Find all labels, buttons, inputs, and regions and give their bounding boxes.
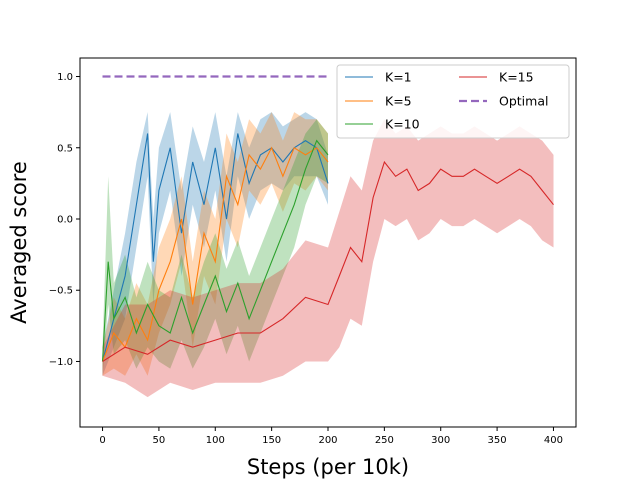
series-lines bbox=[101, 75, 554, 362]
series-line-k-5 bbox=[101, 146, 329, 362]
x-tick-label: 300 bbox=[431, 435, 450, 446]
x-tick-label: 100 bbox=[206, 435, 225, 446]
x-tick-label: 0 bbox=[99, 435, 105, 446]
x-tick-label: 350 bbox=[488, 435, 507, 446]
y-tick-label: 0.0 bbox=[57, 214, 73, 225]
series-line-k-1 bbox=[101, 133, 329, 362]
y-tick-label: 0.5 bbox=[57, 143, 73, 154]
series-line-k-15 bbox=[102, 160, 554, 362]
legend-box bbox=[336, 64, 570, 139]
confidence-bands bbox=[102, 112, 554, 398]
y-axis-label: Averaged score bbox=[7, 161, 31, 324]
x-tick-label: 50 bbox=[153, 435, 166, 446]
y-axis-ticks: −1.0 −0.5 0.0 0.5 1.0 bbox=[49, 72, 80, 368]
band-k-10 bbox=[102, 119, 328, 376]
x-tick-label: 200 bbox=[318, 435, 337, 446]
legend: K=1 K=5 K=10 K=15 Optimal bbox=[336, 64, 570, 139]
x-axis-label: Steps (per 10k) bbox=[247, 455, 409, 479]
band-k-15 bbox=[102, 119, 554, 398]
x-tick-label: 400 bbox=[544, 435, 563, 446]
band-k-1 bbox=[102, 112, 328, 376]
x-tick-label: 150 bbox=[262, 435, 281, 446]
legend-label-k-1: K=1 bbox=[385, 70, 412, 85]
band-k-5 bbox=[102, 112, 328, 376]
legend-label-k-15: K=15 bbox=[499, 70, 534, 85]
legend-label-k-5: K=5 bbox=[385, 94, 412, 109]
legend-label-k-10: K=10 bbox=[385, 117, 420, 132]
legend-label-optimal: Optimal bbox=[499, 94, 548, 109]
y-tick-label: 1.0 bbox=[57, 72, 73, 83]
series-line-k-10 bbox=[101, 139, 329, 362]
x-axis-ticks: 0 50 100 150 200 250 300 350 400 bbox=[99, 427, 563, 446]
y-tick-label: −1.0 bbox=[49, 357, 73, 368]
x-tick-label: 250 bbox=[375, 435, 394, 446]
y-tick-label: −0.5 bbox=[49, 286, 73, 297]
